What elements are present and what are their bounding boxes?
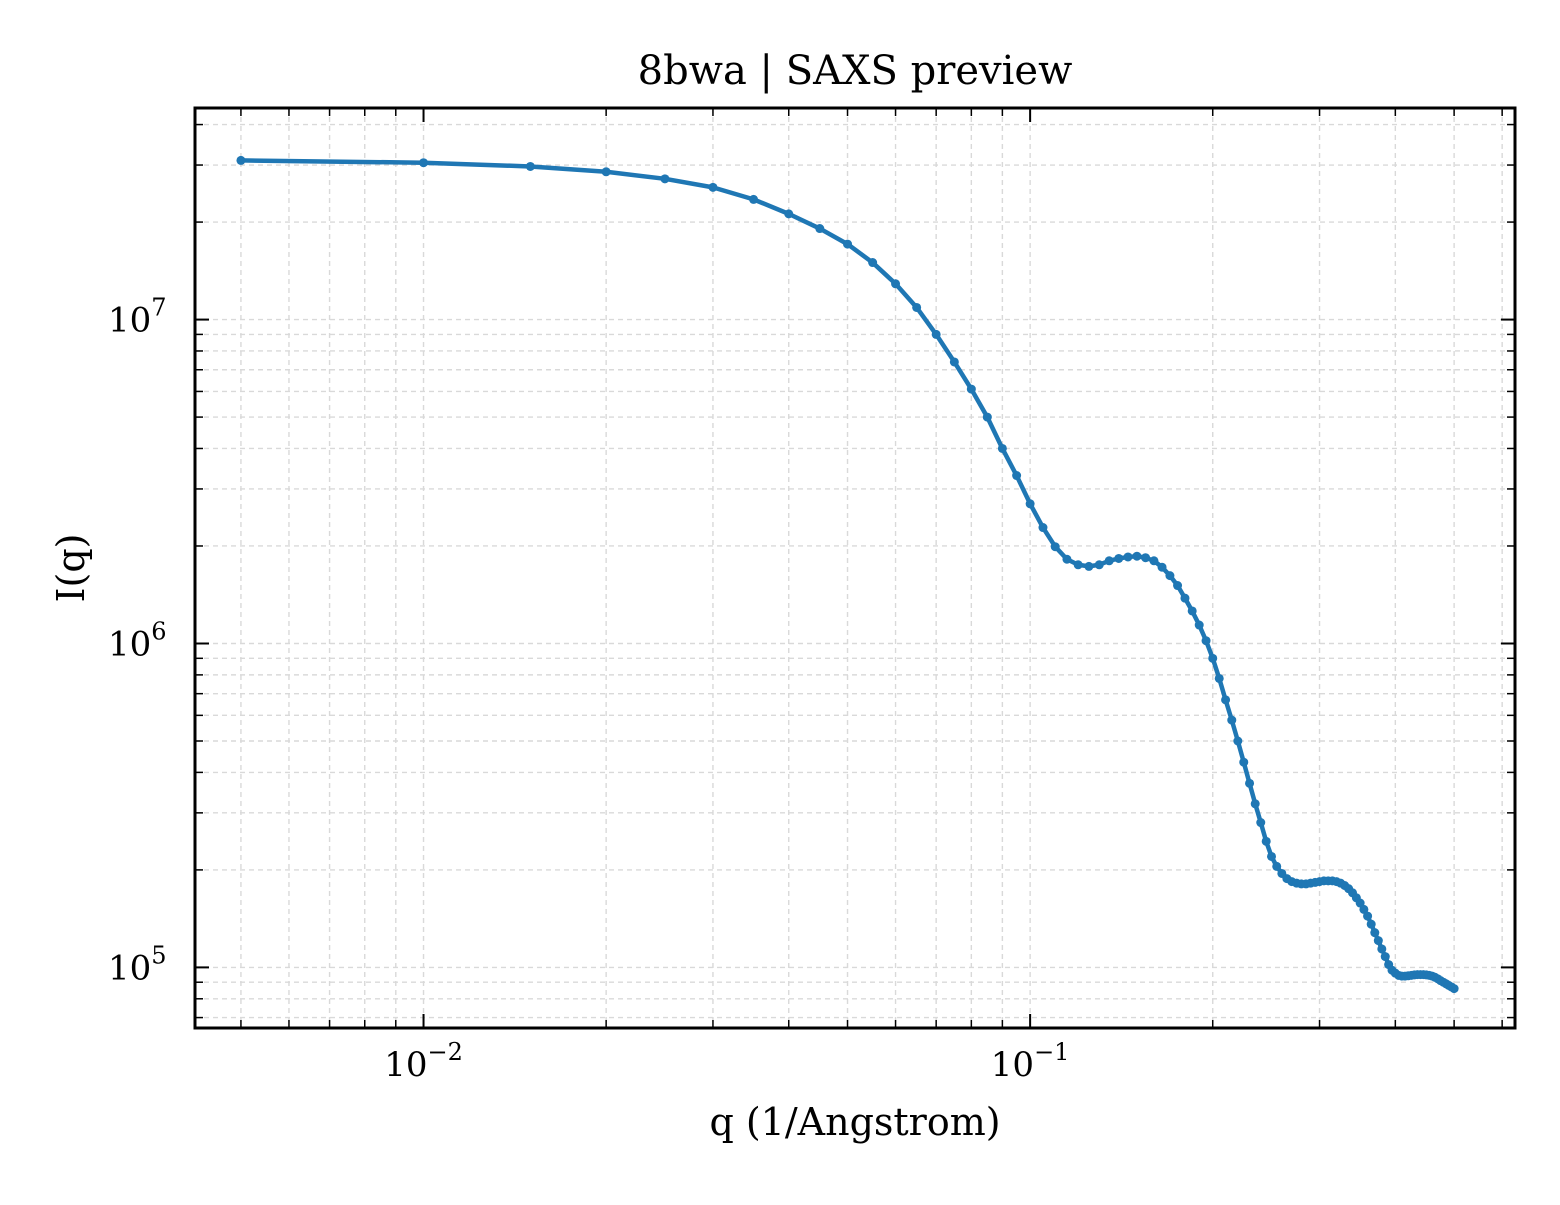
data-point: [1038, 523, 1048, 533]
data-point: [843, 239, 853, 249]
data-point: [1194, 620, 1204, 630]
data-point: [912, 302, 922, 312]
data-point: [1084, 561, 1094, 571]
data-point: [997, 443, 1007, 453]
data-point: [1187, 606, 1197, 616]
data-point: [1180, 593, 1190, 603]
grid: [195, 108, 1515, 1028]
data-point: [1201, 636, 1211, 646]
x-tick-label-exp: −2: [427, 1038, 462, 1066]
data-point: [784, 209, 794, 219]
y-axis-label: I(q): [49, 534, 93, 603]
data-point: [1373, 936, 1383, 946]
data-point: [1208, 653, 1218, 663]
data-point: [1132, 551, 1142, 561]
data-point: [1370, 928, 1380, 938]
x-tick-label-exp: −1: [1034, 1038, 1069, 1066]
data-point: [1214, 673, 1224, 683]
data-point: [1359, 904, 1369, 914]
data-point: [949, 357, 959, 367]
data-point: [236, 155, 246, 165]
data-point: [1165, 571, 1175, 581]
data-point: [1363, 911, 1373, 921]
data-point: [1173, 581, 1183, 591]
x-tick-label-base: 10: [384, 1045, 427, 1085]
data-point: [966, 384, 976, 394]
data-point: [1094, 560, 1104, 570]
data-point: [815, 224, 825, 234]
data-point: [868, 258, 878, 268]
data-point: [1012, 471, 1022, 481]
data-point: [1073, 560, 1083, 570]
y-tick-label: 105: [108, 941, 167, 988]
data-point: [1272, 861, 1282, 871]
y-tick-label-base: 10: [108, 624, 151, 664]
y-tick-label: 107: [108, 294, 167, 341]
data-point: [1449, 984, 1459, 994]
data-point: [749, 194, 759, 204]
data-point: [1123, 552, 1133, 562]
data-point: [1050, 542, 1060, 552]
y-tick-label-base: 10: [108, 301, 151, 341]
x-tick-label-base: 10: [991, 1045, 1034, 1085]
data-point: [1366, 919, 1376, 929]
data-point: [1245, 778, 1255, 788]
y-tick-label-exp: 6: [151, 617, 166, 645]
x-tick-label: 10−2: [384, 1038, 463, 1085]
plot-frame: [193, 106, 1517, 1030]
data-point: [1062, 554, 1072, 564]
data-point: [1250, 799, 1260, 809]
data-point: [525, 161, 535, 171]
data-point: [1149, 556, 1159, 566]
data-point: [1227, 715, 1237, 725]
data-point: [1256, 818, 1266, 828]
data-point: [1267, 851, 1277, 861]
data-point: [931, 329, 941, 339]
data-point: [708, 182, 718, 192]
data-point: [1233, 736, 1243, 746]
data-point: [419, 158, 429, 168]
chart-title: 8bwa | SAXS preview: [638, 48, 1073, 94]
data-point: [1104, 556, 1114, 566]
data-point: [1141, 553, 1151, 563]
data-point: [1239, 757, 1249, 767]
x-tick-label: 10−1: [991, 1038, 1070, 1085]
data-point: [1261, 836, 1271, 846]
series-layer: [236, 155, 1459, 994]
x-axis-label: q (1/Angstrom): [709, 1100, 1000, 1144]
data-point: [891, 279, 901, 289]
data-point: [1221, 695, 1231, 705]
y-tick-label-base: 10: [108, 948, 151, 988]
data-point: [1114, 553, 1124, 563]
data-point: [1377, 944, 1387, 954]
data-point: [1380, 952, 1390, 962]
data-point: [982, 412, 992, 422]
data-point: [660, 174, 670, 184]
y-tick-label: 106: [108, 617, 167, 664]
y-tick-label-exp: 7: [151, 294, 166, 322]
data-point: [1157, 562, 1167, 572]
y-tick-label-exp: 5: [151, 941, 166, 969]
data-point: [1025, 499, 1035, 509]
data-point: [601, 167, 611, 177]
